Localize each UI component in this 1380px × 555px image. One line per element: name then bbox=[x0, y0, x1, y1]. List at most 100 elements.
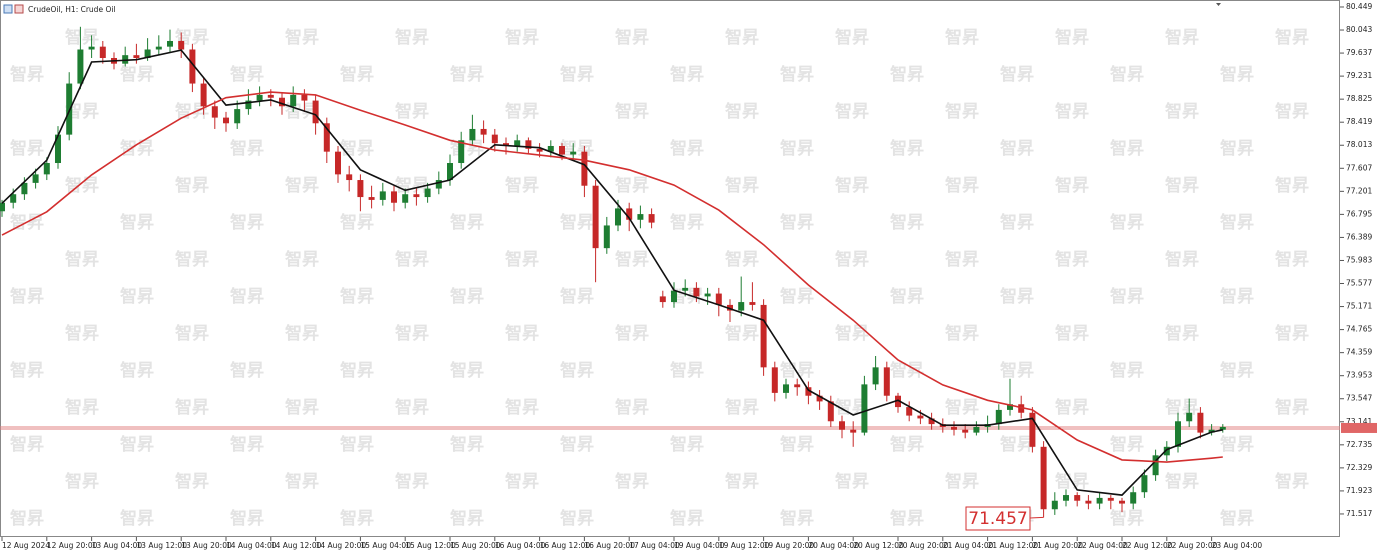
watermark: 智昇 bbox=[835, 101, 869, 122]
y-tick-label: 79.637 bbox=[1346, 48, 1372, 57]
watermark: 智昇 bbox=[505, 27, 539, 48]
candle-body bbox=[1007, 404, 1013, 410]
candle-body bbox=[872, 367, 879, 385]
candle-body bbox=[1186, 412, 1193, 422]
watermark: 智昇 bbox=[450, 212, 484, 233]
candle-body bbox=[223, 117, 229, 124]
candle-body bbox=[1107, 497, 1114, 501]
watermark: 智昇 bbox=[1220, 360, 1254, 381]
watermark: 智昇 bbox=[1220, 212, 1254, 233]
watermark: 智昇 bbox=[395, 471, 429, 492]
watermark: 智昇 bbox=[1110, 508, 1144, 529]
candle-body bbox=[21, 182, 28, 195]
candle-body bbox=[77, 49, 84, 84]
watermark: 智昇 bbox=[670, 434, 704, 455]
icon bbox=[3, 4, 13, 14]
candle-body bbox=[805, 387, 812, 396]
candle-body bbox=[1197, 412, 1204, 433]
candle-body bbox=[1219, 426, 1226, 430]
annotation-label: 71.457 bbox=[968, 509, 1027, 529]
x-tick-label: 21 Aug 20:00 bbox=[1032, 541, 1083, 550]
watermark: 智昇 bbox=[10, 434, 44, 455]
watermark: 智昇 bbox=[890, 286, 924, 307]
watermark: 智昇 bbox=[780, 286, 814, 307]
watermark: 智昇 bbox=[505, 471, 539, 492]
watermark: 智昇 bbox=[1110, 138, 1144, 159]
y-tick-label: 76.389 bbox=[1346, 232, 1372, 241]
watermark: 智昇 bbox=[285, 471, 319, 492]
watermark: 智昇 bbox=[340, 360, 374, 381]
watermark: 智昇 bbox=[725, 27, 759, 48]
y-tick-label: 74.359 bbox=[1346, 348, 1372, 357]
candle-body bbox=[794, 384, 801, 388]
marks: 71.457 bbox=[0, 26, 1340, 531]
watermark: 智昇 bbox=[1000, 212, 1034, 233]
watermark: 智昇 bbox=[450, 286, 484, 307]
watermark: 智昇 bbox=[945, 249, 979, 270]
watermark: 智昇 bbox=[395, 397, 429, 418]
watermark: 智昇 bbox=[230, 212, 264, 233]
candle-body bbox=[1040, 446, 1047, 510]
candle-body bbox=[559, 145, 565, 155]
watermark: 智昇 bbox=[285, 249, 319, 270]
watermark: 智昇 bbox=[890, 434, 924, 455]
watermark: 智昇 bbox=[285, 27, 319, 48]
watermark: 智昇 bbox=[560, 434, 594, 455]
watermark: 智昇 bbox=[1000, 360, 1034, 381]
watermark: 智昇 bbox=[1055, 101, 1089, 122]
candle-body bbox=[615, 208, 621, 226]
candle-body bbox=[570, 151, 577, 155]
candle-body bbox=[10, 194, 17, 203]
watermark: 智昇 bbox=[120, 360, 154, 381]
watermark: 智昇 bbox=[65, 397, 99, 418]
watermark: 智昇 bbox=[65, 323, 99, 344]
watermark: 智昇 bbox=[120, 64, 154, 85]
watermark: 智昇 bbox=[285, 323, 319, 344]
x-tick-label: 14 Aug 04:00 bbox=[226, 541, 277, 550]
x-tick-label: 17 Aug 04:00 bbox=[629, 541, 680, 550]
watermark: 智昇 bbox=[835, 249, 869, 270]
candle-body bbox=[480, 128, 487, 135]
x-tick-label: 15 Aug 12:00 bbox=[405, 541, 456, 550]
candle-body bbox=[1141, 475, 1148, 493]
watermark: 智昇 bbox=[1275, 101, 1309, 122]
watermark: 智昇 bbox=[175, 397, 209, 418]
candle-body bbox=[1085, 500, 1092, 504]
watermark: 智昇 bbox=[175, 471, 209, 492]
watermark: 智昇 bbox=[1275, 323, 1309, 344]
x-tick-label: 15 Aug 20:00 bbox=[450, 541, 501, 550]
x-tick-label: 20 Aug 12:00 bbox=[853, 541, 904, 550]
watermark: 智昇 bbox=[175, 249, 209, 270]
watermark: 智昇 bbox=[890, 508, 924, 529]
icon bbox=[14, 4, 24, 14]
watermark: 智昇 bbox=[65, 101, 99, 122]
candle-body bbox=[592, 185, 599, 249]
annotation-box bbox=[965, 506, 1031, 531]
watermark: 智昇 bbox=[65, 27, 99, 48]
candle-body bbox=[536, 148, 543, 152]
watermark: 智昇 bbox=[1275, 175, 1309, 196]
watermark: 智昇 bbox=[1110, 434, 1144, 455]
watermark: 智昇 bbox=[10, 138, 44, 159]
watermark: 智昇 bbox=[1110, 212, 1144, 233]
watermark: 智昇 bbox=[395, 323, 429, 344]
watermark: 智昇 bbox=[835, 27, 869, 48]
watermark: 智昇 bbox=[780, 138, 814, 159]
candle-body bbox=[883, 367, 890, 396]
candle-body bbox=[357, 180, 364, 198]
y-tick-label: 73.953 bbox=[1346, 371, 1372, 380]
watermark: 智昇 bbox=[230, 64, 264, 85]
watermark: 智昇 bbox=[505, 175, 539, 196]
candle-body bbox=[234, 109, 241, 124]
candle-body bbox=[827, 401, 834, 422]
watermark: 智昇 bbox=[670, 138, 704, 159]
candle-body bbox=[99, 46, 106, 59]
watermark: 智昇 bbox=[120, 508, 154, 529]
watermark: 智昇 bbox=[780, 434, 814, 455]
watermark: 智昇 bbox=[670, 212, 704, 233]
candle-body bbox=[962, 429, 969, 433]
y-tick-label: 78.825 bbox=[1346, 94, 1372, 103]
candle-body bbox=[659, 296, 666, 303]
watermark: 智昇 bbox=[1055, 249, 1089, 270]
candle-body bbox=[951, 426, 957, 430]
